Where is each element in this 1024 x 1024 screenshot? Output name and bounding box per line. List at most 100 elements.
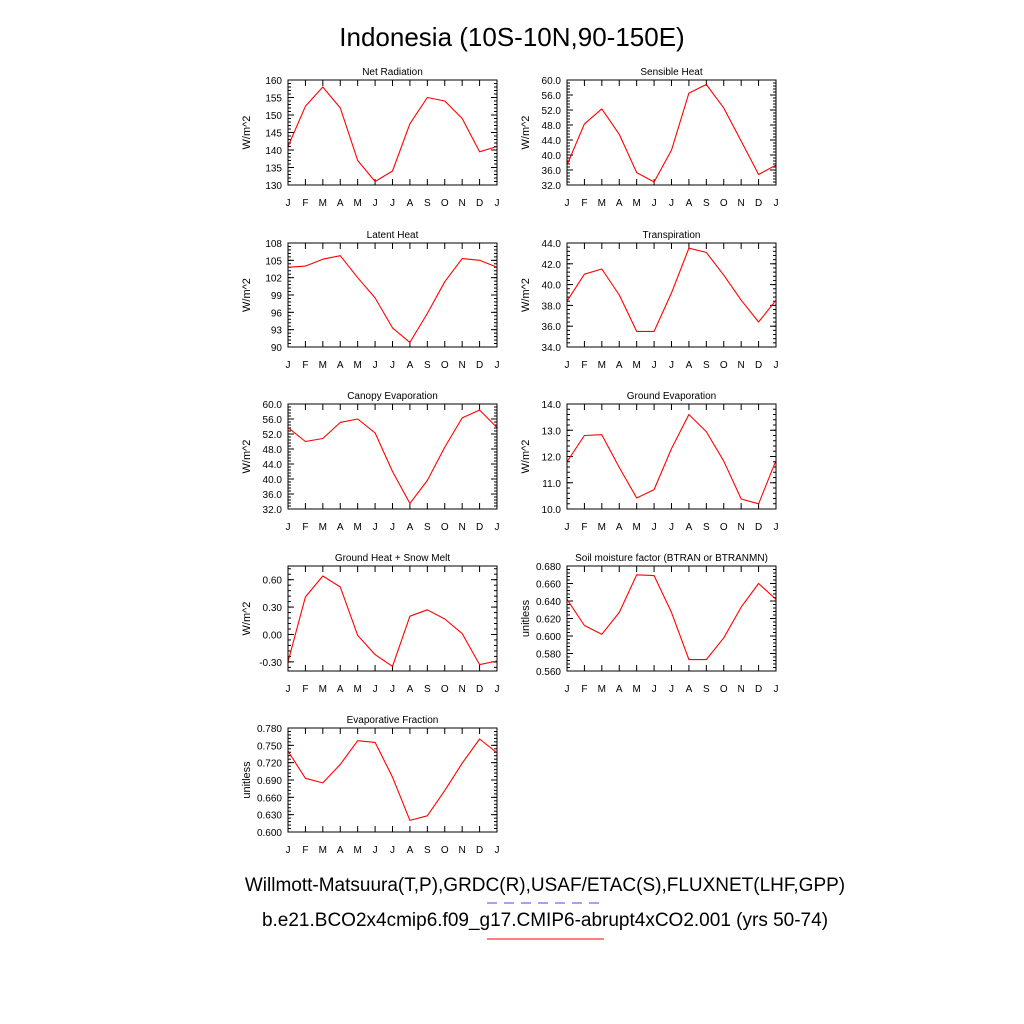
y-tick-label: 0.750 — [257, 741, 282, 752]
y-tick-label: 56.0 — [263, 415, 283, 426]
x-tick-label: O — [720, 198, 728, 209]
x-tick-label: D — [755, 198, 762, 209]
x-tick-label: J — [390, 684, 395, 695]
x-tick-label: A — [686, 198, 693, 209]
x-tick-label: S — [703, 198, 710, 209]
x-tick-label: J — [286, 522, 291, 533]
x-tick-label: J — [565, 198, 570, 209]
y-tick-label: 0.630 — [257, 811, 282, 822]
x-tick-label: J — [373, 845, 378, 856]
y-tick-label: 60.0 — [263, 400, 283, 411]
x-tick-label: O — [720, 522, 728, 533]
plot-frame — [566, 403, 777, 510]
y-tick-label: 130 — [265, 181, 282, 192]
x-tick-label: S — [424, 360, 431, 371]
y-tick-label: 150 — [265, 111, 282, 122]
x-tick-label: J — [390, 845, 395, 856]
legend-label-observations: Willmott-Matsuura(T,P),GRDC(R),USAF/ETAC… — [245, 875, 845, 896]
y-tick-label: 32.0 — [542, 181, 562, 192]
x-tick-label: J — [652, 360, 657, 371]
x-tick-label: J — [390, 198, 395, 209]
y-tick-label: 0.60 — [263, 576, 283, 587]
x-tick-label: D — [755, 522, 762, 533]
x-tick-label: D — [755, 360, 762, 371]
x-tick-label: A — [686, 684, 693, 695]
x-tick-label: O — [441, 684, 449, 695]
y-tick-label: 0.00 — [263, 630, 283, 641]
x-tick-label: J — [373, 360, 378, 371]
chart-title: Net Radiation — [362, 67, 423, 78]
y-tick-label: 40.0 — [542, 281, 562, 292]
x-tick-label: J — [669, 522, 674, 533]
y-tick-label: 36.0 — [263, 490, 283, 501]
y-tick-label: 108 — [265, 239, 282, 250]
x-tick-label: J — [774, 198, 779, 209]
y-tick-label: 13.0 — [542, 426, 562, 437]
y-tick-label: 44.0 — [263, 460, 283, 471]
x-tick-label: J — [495, 845, 500, 856]
x-tick-label: M — [598, 198, 606, 209]
x-tick-label: S — [424, 522, 431, 533]
x-tick-label: A — [616, 522, 623, 533]
series-line-0 — [566, 413, 777, 505]
x-tick-label: M — [319, 198, 327, 209]
plot-frame — [287, 242, 498, 348]
x-tick-label: M — [319, 845, 327, 856]
y-tick-label: 160 — [265, 76, 282, 87]
x-tick-label: J — [495, 522, 500, 533]
x-tick-label: N — [738, 684, 745, 695]
x-tick-label: J — [652, 684, 657, 695]
x-tick-label: J — [774, 684, 779, 695]
x-tick-label: A — [686, 522, 693, 533]
x-tick-label: O — [441, 522, 449, 533]
x-tick-label: J — [495, 360, 500, 371]
y-tick-label: 0.660 — [536, 580, 561, 591]
x-tick-label: A — [616, 684, 623, 695]
y-tick-label: 38.0 — [542, 301, 562, 312]
y-axis-label: W/m^2 — [241, 602, 253, 636]
y-axis-label: W/m^2 — [241, 440, 253, 474]
x-tick-label: N — [459, 360, 466, 371]
x-tick-label: D — [476, 522, 483, 533]
x-tick-label: M — [319, 684, 327, 695]
chart-title: Latent Heat — [367, 230, 419, 241]
x-tick-label: M — [353, 522, 361, 533]
y-tick-label: 99 — [271, 291, 283, 302]
series-line-0 — [566, 83, 777, 183]
series-line-0 — [287, 86, 498, 183]
y-tick-label: 14.0 — [542, 400, 562, 411]
y-tick-label: 10.0 — [542, 505, 562, 516]
plot-frame — [287, 727, 498, 833]
y-tick-label: 0.580 — [536, 650, 561, 661]
y-axis-label: W/m^2 — [520, 440, 532, 474]
x-tick-label: J — [565, 684, 570, 695]
series-line-0 — [287, 409, 498, 504]
chart-panel-7: Soil moisture factor (BTRAN or BTRANMN) 0… — [520, 553, 779, 695]
plot-frame — [287, 565, 498, 672]
y-tick-label: 0.720 — [257, 759, 282, 770]
x-tick-label: M — [632, 522, 640, 533]
x-tick-label: J — [774, 522, 779, 533]
x-tick-label: N — [738, 198, 745, 209]
y-tick-label: 0.640 — [536, 597, 561, 608]
y-axis-label: unitless — [520, 599, 532, 637]
y-tick-label: 52.0 — [542, 106, 562, 117]
x-tick-label: M — [598, 684, 606, 695]
chart-title: Ground Evaporation — [627, 391, 717, 402]
x-tick-label: J — [373, 684, 378, 695]
x-tick-label: M — [632, 360, 640, 371]
y-tick-label: 40.0 — [263, 475, 283, 486]
y-tick-label: 40.0 — [542, 151, 562, 162]
x-tick-label: A — [407, 360, 414, 371]
y-tick-label: 0.560 — [536, 667, 561, 678]
series-line-0 — [287, 575, 498, 667]
y-axis-label: W/m^2 — [241, 116, 253, 150]
y-tick-label: 44.0 — [542, 136, 562, 147]
y-tick-label: 145 — [265, 129, 282, 140]
x-tick-label: D — [476, 198, 483, 209]
y-tick-label: 60.0 — [542, 76, 562, 87]
series-line-0 — [287, 255, 498, 343]
y-tick-label: 0.660 — [257, 793, 282, 804]
